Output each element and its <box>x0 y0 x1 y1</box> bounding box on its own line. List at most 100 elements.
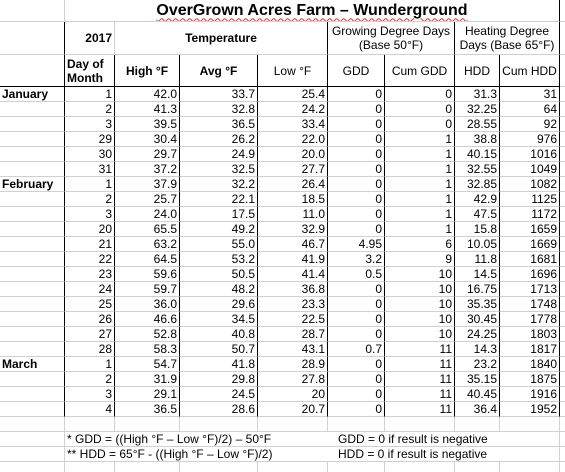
data-cell: 0 <box>328 222 385 237</box>
cell <box>560 282 565 297</box>
cell <box>115 462 180 472</box>
column-header: Day of Month <box>65 55 115 87</box>
data-cell: 1016 <box>500 147 560 162</box>
column-header: Cum HDD <box>500 55 560 87</box>
data-cell: 1817 <box>500 342 560 357</box>
cell <box>560 102 565 117</box>
data-cell: 37.9 <box>115 177 180 192</box>
data-cell: 11 <box>385 357 455 372</box>
data-cell: 1 <box>65 357 115 372</box>
column-header: High °F <box>115 55 180 87</box>
cell <box>0 22 65 55</box>
cell <box>560 22 565 55</box>
data-cell: 63.2 <box>115 237 180 252</box>
data-cell: 17.5 <box>180 207 258 222</box>
data-cell: 1669 <box>500 237 560 252</box>
data-cell: 41.3 <box>115 102 180 117</box>
data-cell: 33.4 <box>258 117 328 132</box>
cell <box>560 192 565 207</box>
data-cell: 50.7 <box>180 342 258 357</box>
group-header: Temperature <box>115 22 328 55</box>
data-cell: 0 <box>328 372 385 387</box>
data-cell: 59.6 <box>115 267 180 282</box>
data-cell: 32.25 <box>455 102 500 117</box>
cell <box>560 252 565 267</box>
data-cell: 0 <box>328 102 385 117</box>
cell <box>0 222 65 237</box>
cell <box>560 207 565 222</box>
data-cell: 3.2 <box>328 252 385 267</box>
data-cell: 1 <box>385 222 455 237</box>
cell <box>0 387 65 402</box>
cell <box>0 162 65 177</box>
cell <box>500 417 560 432</box>
data-cell: 10 <box>385 327 455 342</box>
cell <box>385 462 455 472</box>
data-cell: 0 <box>328 312 385 327</box>
cell <box>258 462 328 472</box>
data-cell: 59.7 <box>115 282 180 297</box>
data-cell: 16.75 <box>455 282 500 297</box>
cell <box>0 282 65 297</box>
data-cell: 23.2 <box>455 357 500 372</box>
data-cell: 1125 <box>500 192 560 207</box>
data-cell: 92 <box>500 117 560 132</box>
cell <box>0 267 65 282</box>
cell <box>455 462 500 472</box>
data-cell: 31 <box>65 162 115 177</box>
data-cell: 0 <box>385 102 455 117</box>
cell <box>560 0 565 22</box>
data-cell: 1803 <box>500 327 560 342</box>
data-cell: 1082 <box>500 177 560 192</box>
data-cell: 1 <box>65 177 115 192</box>
data-cell: 11.0 <box>258 207 328 222</box>
data-cell: 0.5 <box>328 267 385 282</box>
data-cell: 1 <box>385 147 455 162</box>
data-cell: 1 <box>385 192 455 207</box>
data-cell: 33.7 <box>180 87 258 102</box>
data-cell: 0 <box>328 192 385 207</box>
data-cell: 36.8 <box>258 282 328 297</box>
data-cell: 1875 <box>500 372 560 387</box>
data-cell: 2 <box>65 192 115 207</box>
data-cell: 18.5 <box>258 192 328 207</box>
cell <box>560 387 565 402</box>
cell <box>560 462 565 472</box>
data-cell: 49.2 <box>180 222 258 237</box>
data-cell: 1840 <box>500 357 560 372</box>
cell <box>0 372 65 387</box>
cell <box>560 297 565 312</box>
data-cell: 52.8 <box>115 327 180 342</box>
data-cell: 24.5 <box>180 387 258 402</box>
data-cell: 24.25 <box>455 327 500 342</box>
data-cell: 26 <box>65 312 115 327</box>
data-cell: 3 <box>65 207 115 222</box>
cell <box>0 462 65 472</box>
data-cell: 58.3 <box>115 342 180 357</box>
cell <box>0 312 65 327</box>
data-cell: 1 <box>385 132 455 147</box>
cell <box>560 372 565 387</box>
data-cell: 0 <box>328 177 385 192</box>
cell <box>560 357 565 372</box>
data-cell: 3 <box>65 387 115 402</box>
data-cell: 24 <box>65 282 115 297</box>
data-cell: 11.8 <box>455 252 500 267</box>
data-cell: 4 <box>65 402 115 417</box>
data-cell: 42.0 <box>115 87 180 102</box>
data-cell: 31 <box>500 87 560 102</box>
data-cell: 29.6 <box>180 297 258 312</box>
cell <box>115 417 180 432</box>
data-cell: 0 <box>328 162 385 177</box>
group-header: Heating Degree Days (Base 65°F) <box>455 22 560 55</box>
data-cell: 24.9 <box>180 147 258 162</box>
data-cell: 1659 <box>500 222 560 237</box>
data-cell: 30 <box>65 147 115 162</box>
data-cell: 40.8 <box>180 327 258 342</box>
data-cell: 29.1 <box>115 387 180 402</box>
data-cell: 35.35 <box>455 297 500 312</box>
data-cell: 43.1 <box>258 342 328 357</box>
column-header: GDD <box>328 55 385 87</box>
data-cell: 0 <box>328 282 385 297</box>
